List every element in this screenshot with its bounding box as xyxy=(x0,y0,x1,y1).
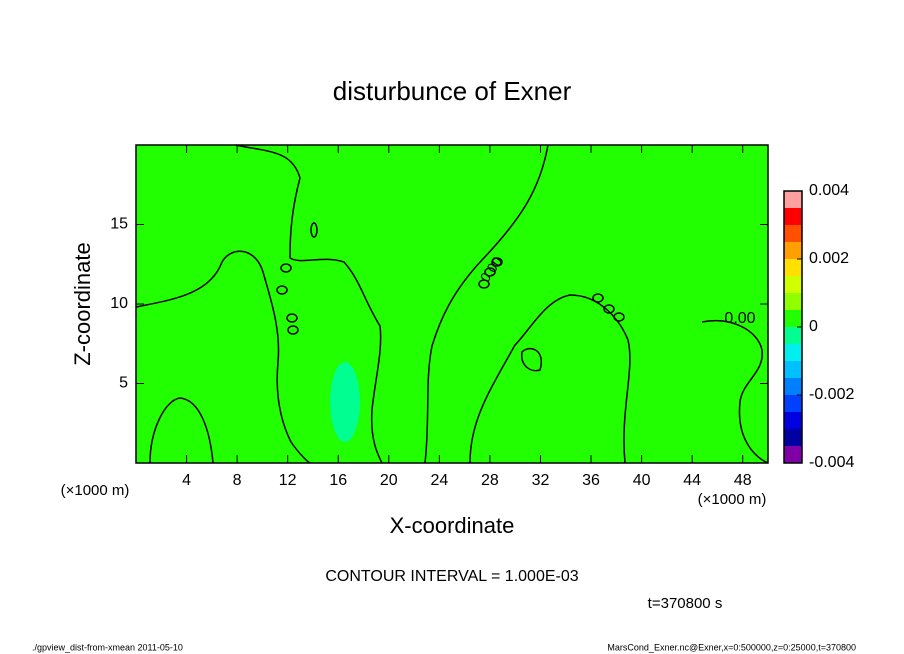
footer-left: ./gpview_dist-from-xmean 2011-05-10 xyxy=(32,642,183,652)
x-axis-label: X-coordinate xyxy=(390,513,515,538)
x-tick-label: 28 xyxy=(481,472,499,489)
contour-loop xyxy=(484,267,496,277)
contour-loop xyxy=(287,325,299,335)
colorbar-tick-label: -0.004 xyxy=(809,454,854,471)
x-tick-label: 20 xyxy=(380,472,398,489)
contour-loop xyxy=(478,279,490,289)
y-tick-label: 15 xyxy=(110,216,128,233)
colorbar-band xyxy=(784,259,802,276)
contour-line xyxy=(235,144,383,464)
colorbar-band xyxy=(784,412,802,429)
contour-loop xyxy=(613,312,625,322)
colorbar-band xyxy=(784,327,802,344)
colorbar-band xyxy=(784,276,802,293)
colorbar-band xyxy=(784,344,802,361)
x-tick-label: 8 xyxy=(233,472,242,489)
colorbar-tick-label: 0 xyxy=(809,318,818,335)
field-patch xyxy=(330,362,360,442)
colorbar-band xyxy=(784,395,802,412)
footer-right: MarsCond_Exner.nc@Exner,x=0:500000,z=0:2… xyxy=(607,642,856,652)
contour-line xyxy=(701,319,769,464)
colorbar-tick-label: 0.002 xyxy=(809,250,849,267)
colorbar-tick-label: 0.004 xyxy=(809,182,849,199)
contour-loop xyxy=(592,293,604,303)
y-unit: (×1000 m) xyxy=(61,482,130,499)
contour-loop xyxy=(280,263,292,273)
colorbar-band xyxy=(784,225,802,242)
colorbar-band xyxy=(784,378,802,395)
x-tick-label: 40 xyxy=(633,472,651,489)
x-tick-label: 32 xyxy=(532,472,550,489)
colorbar-band xyxy=(784,242,802,259)
colorbar-band xyxy=(784,293,802,310)
field-fill xyxy=(136,145,768,463)
y-axis-label: Z-coordinate xyxy=(70,242,95,366)
x-tick-label: 36 xyxy=(582,472,600,489)
contour-line xyxy=(521,347,543,372)
contour-label: 0.00 xyxy=(724,310,755,327)
x-tick-label: 44 xyxy=(683,472,701,489)
colorbar-band xyxy=(784,191,802,208)
colorbar-tick-label: -0.002 xyxy=(809,386,854,403)
colorbar-band xyxy=(784,446,802,463)
colorbar-band xyxy=(784,310,802,327)
plot-area: 0.000.00 xyxy=(135,144,769,464)
contour-interval: CONTOUR INTERVAL = 1.000E-03 xyxy=(325,568,578,585)
x-tick-label: 48 xyxy=(734,472,752,489)
time-label: t=370800 s xyxy=(648,595,723,612)
x-tick-label: 4 xyxy=(182,472,191,489)
colorbar-band xyxy=(784,208,802,225)
contour-loop xyxy=(276,285,288,295)
x-tick-label: 12 xyxy=(279,472,297,489)
colorbar-band xyxy=(784,429,802,446)
contour-loop xyxy=(286,313,298,323)
y-tick-label: 5 xyxy=(119,375,128,392)
contour-line xyxy=(135,250,311,464)
x-tick-label: 16 xyxy=(329,472,347,489)
contour-line xyxy=(469,294,631,464)
contour-line xyxy=(424,144,549,464)
contour-line xyxy=(149,397,214,464)
x-tick-label: 24 xyxy=(430,472,448,489)
contour-loop xyxy=(310,222,318,238)
contour-loop xyxy=(491,257,503,267)
y-tick-label: 10 xyxy=(110,295,128,312)
x-unit: (×1000 m) xyxy=(698,491,767,508)
colorbar-band xyxy=(784,361,802,378)
chart-title: disturbunce of Exner xyxy=(333,76,572,106)
contour-loop xyxy=(603,304,615,314)
